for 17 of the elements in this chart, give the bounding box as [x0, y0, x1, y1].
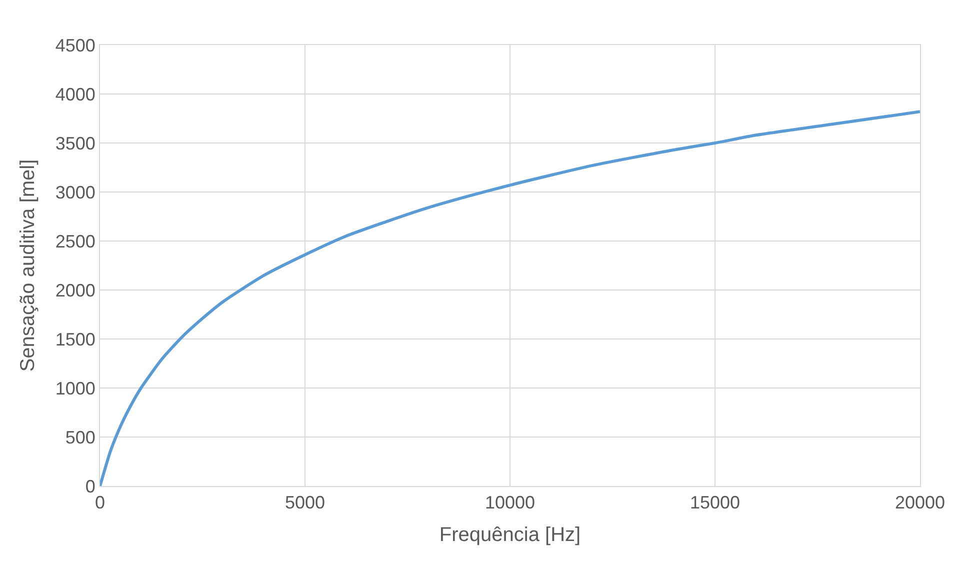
y-tick-label: 4500: [55, 35, 96, 56]
x-tick-label: 10000: [484, 492, 536, 513]
x-tick-label: 5000: [284, 492, 326, 513]
y-tick-label: 500: [65, 427, 96, 448]
x-tick-label: 20000: [894, 492, 946, 513]
y-tick-label: 3500: [55, 133, 96, 154]
y-axis-title: Sensação auditiva [mel]: [16, 159, 39, 372]
y-tick-label: 0: [85, 476, 96, 496]
y-tick-label: 1500: [55, 329, 96, 350]
x-tick-label: 15000: [690, 492, 740, 513]
y-tick-label: 4000: [55, 84, 96, 104]
y-tick-label: 2500: [55, 231, 96, 252]
y-tick-label: 1000: [55, 378, 96, 398]
y-tick-label: 3000: [55, 182, 96, 202]
x-axis-title: Frequência [Hz]: [439, 524, 581, 546]
y-tick-label: 2000: [55, 280, 96, 300]
line-series: [100, 110, 920, 486]
